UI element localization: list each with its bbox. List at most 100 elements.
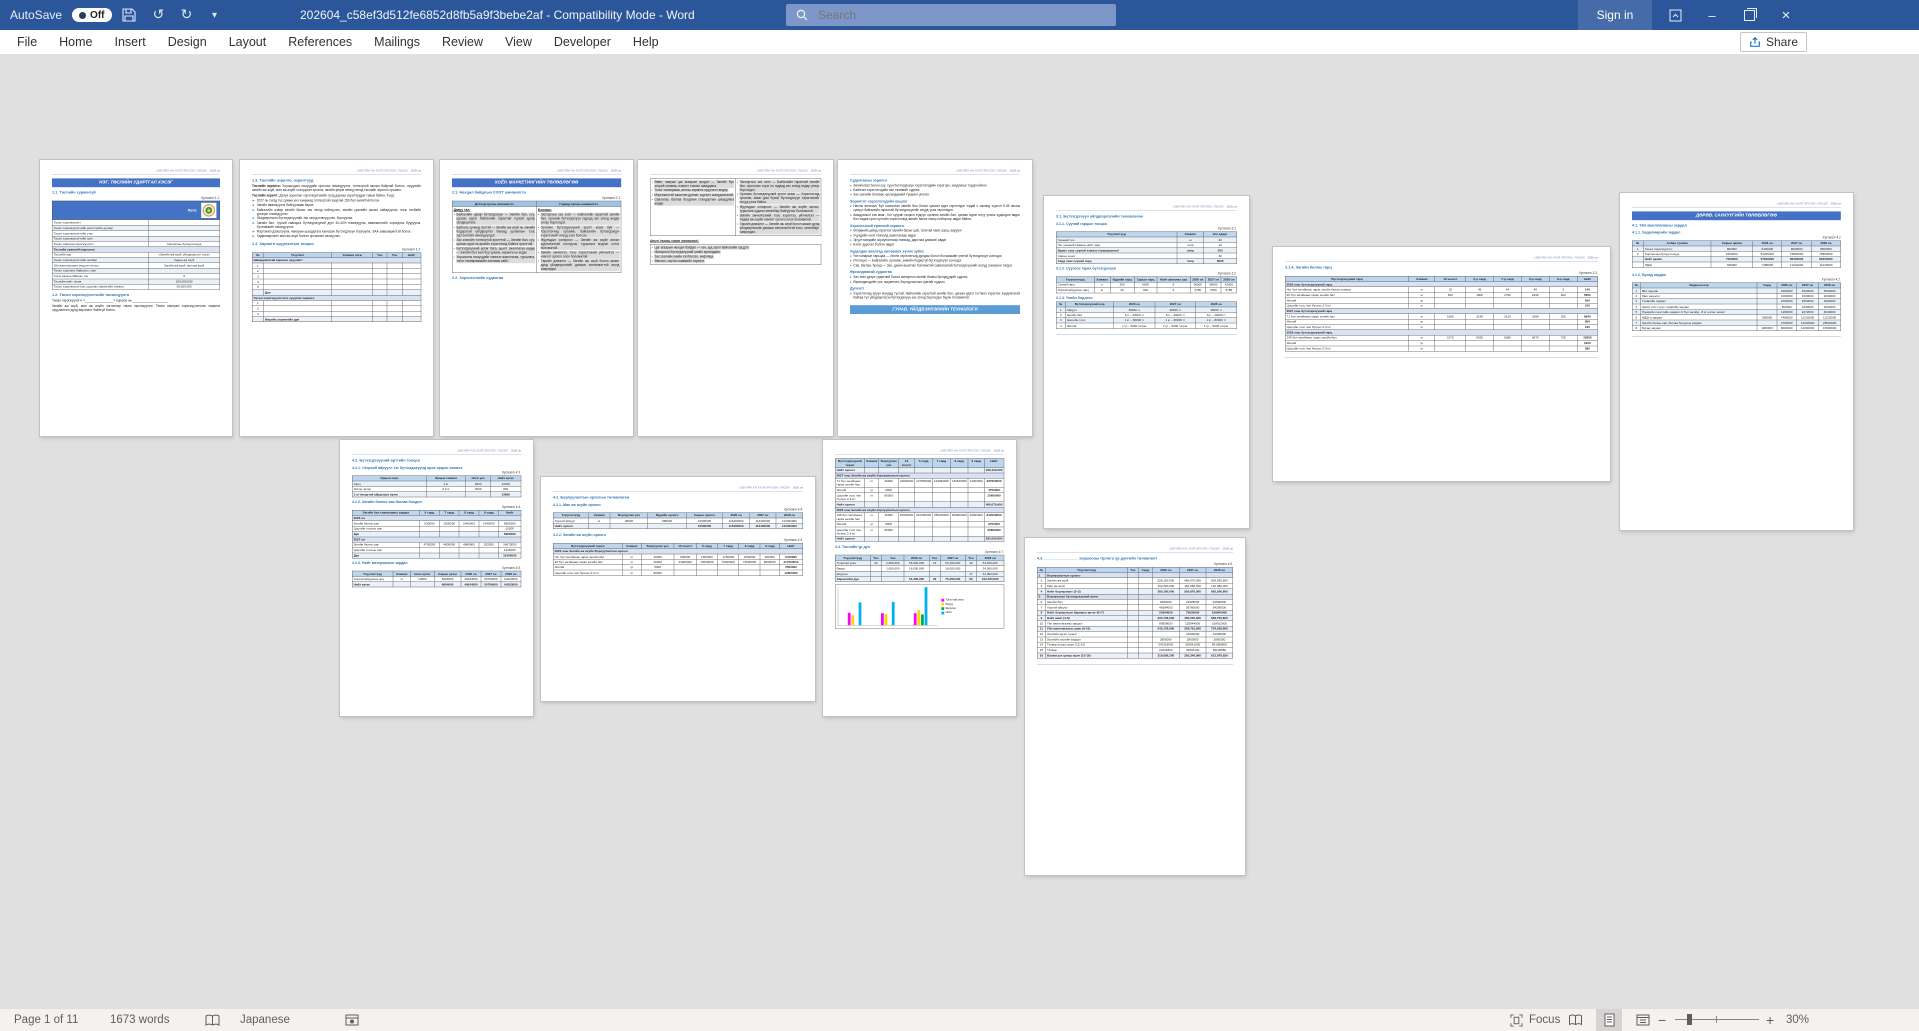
print-layout-button[interactable]	[1596, 1009, 1622, 1031]
chart-bar-group	[848, 587, 862, 625]
list-item: ►2027 он гэхэд тус сумын үнэ ханшинд тог…	[252, 199, 421, 203]
threats-row: ▪Цаг агаарын нөхцөл байдал — ган, зуд зэ…	[650, 244, 821, 265]
zoom-slider-thumb[interactable]	[1687, 1014, 1692, 1025]
language-indicator[interactable]: Japanese	[240, 1009, 290, 1031]
macro-recording-icon[interactable]	[345, 1009, 359, 1031]
table-cell: 127800000	[915, 478, 933, 487]
redo-icon[interactable]: ↻	[178, 7, 196, 23]
tab-review[interactable]: Review	[431, 30, 494, 54]
table-cell: 15800000	[1819, 326, 1841, 331]
undo-icon[interactable]: ↺	[150, 7, 168, 23]
tab-layout[interactable]: Layout	[218, 30, 278, 54]
table-cell	[898, 493, 914, 502]
search-placeholder[interactable]	[816, 7, 1060, 23]
quick-access-toolbar-menu-icon[interactable]: ▾	[206, 10, 224, 21]
share-icon	[1749, 36, 1761, 48]
list-item: ▪Хоршооны гишүүдийн хамтын ажиллагаа, ту…	[454, 255, 535, 263]
legend-entry: Шүдлэн	[941, 607, 1001, 611]
minimize-button[interactable]: –	[1697, 0, 1727, 30]
chart-bar	[918, 610, 921, 625]
tab-home[interactable]: Home	[48, 30, 103, 54]
table-cell: кг	[1094, 287, 1110, 292]
table-cell: 10600000	[686, 523, 722, 528]
zoom-level[interactable]: 30%	[1786, 1009, 1809, 1031]
table-header-cell: 9 сард	[968, 459, 984, 468]
table-cell: 11232000	[1782, 262, 1811, 267]
web-layout-button[interactable]	[1630, 1009, 1656, 1031]
subsection-heading: Дүгнэлт	[850, 286, 1020, 291]
legend-entry: Нийт	[941, 611, 1001, 615]
table-cell	[968, 493, 984, 502]
restore-button[interactable]	[1734, 0, 1764, 30]
list-item: ▪Байгалийн цэвэр бүтээгдэхүүн — Зөгийн б…	[454, 213, 535, 225]
tab-developer[interactable]: Developer	[543, 30, 622, 54]
word-count[interactable]: 1673 words	[110, 1009, 169, 1031]
list-item: ▪Өвөл, хаврын цаг агаарын эрсдэл — Зөгий…	[652, 180, 735, 188]
table-caption: Хүснэгт 4.5.	[553, 538, 803, 542]
tab-help[interactable]: Help	[622, 30, 670, 54]
table-cell: 812000000	[984, 513, 1004, 522]
tab-file[interactable]: File	[6, 30, 48, 54]
table-cell: 145 бүл зөгийнөөс гарах зөгийн бал	[835, 513, 864, 522]
table-caption: Хүснэгт 3.3.	[1285, 271, 1598, 275]
list-item: ▪Жуулчдын сонирхол — Зөгийн аж ахуйн аял…	[737, 205, 820, 213]
search-input[interactable]	[786, 4, 1116, 26]
table-cell	[648, 523, 687, 528]
autosave-toggle[interactable]: Off	[72, 8, 111, 22]
save-icon[interactable]	[122, 8, 140, 22]
tab-view[interactable]: View	[494, 30, 543, 54]
table-cell: 55,000,000	[148, 284, 219, 289]
subsection-heading: 4.2.1. Мал аж ахуйн орлого	[553, 502, 803, 507]
table-cell: 1 гр – 5000 төгрөг	[1196, 323, 1237, 328]
list-item: ♦Зах зээлийн боломж, өрсөлдөөний түвшинг…	[850, 193, 1020, 197]
table-cell	[1127, 653, 1138, 658]
subsection-heading: 4.1.2. Бусад зардал	[1632, 272, 1841, 277]
section-heading: 1.4. Хөрөнгө оруулалтын тооцоо	[252, 241, 421, 246]
zoom-in-button[interactable]: +	[1766, 1009, 1774, 1031]
focus-button[interactable]: Focus	[1510, 1009, 1560, 1031]
section-heading: 1.1. Төслийн хураангуй	[52, 190, 220, 195]
tab-references[interactable]: References	[277, 30, 363, 54]
proofing-errors-icon[interactable]	[205, 1009, 220, 1031]
logo-label: Лого:	[56, 208, 198, 213]
table-caption: Хүснэгт 4.2.	[1632, 278, 1841, 282]
read-mode-button[interactable]	[1562, 1009, 1588, 1031]
table-cell	[426, 492, 465, 497]
share-button[interactable]: Share	[1740, 32, 1807, 52]
ribbon-display-options-icon[interactable]	[1660, 0, 1690, 30]
table-header-cell: 6 сард	[915, 459, 933, 468]
sign-in-button[interactable]: Sign in	[1578, 0, 1652, 30]
table-cell: 1 кг чихэртэй айруулын өртөг	[352, 492, 426, 497]
table-cell	[439, 553, 459, 558]
close-button[interactable]: ×	[1771, 0, 1801, 30]
table-cell: 1000000	[1757, 326, 1777, 331]
table-cell: 397600000	[984, 478, 1004, 487]
list-item: ♦Итгэлцэл — Байгалийн, органик, химийн б…	[850, 259, 1020, 263]
tab-insert[interactable]: Insert	[104, 30, 157, 54]
opportunities-list: ▪Экспортын зах зээл — Байгалийн гаралтай…	[538, 213, 620, 271]
chart-bar	[921, 615, 924, 626]
tab-design[interactable]: Design	[157, 30, 218, 54]
table-cell: 3780	[1221, 287, 1237, 292]
table-cell: 8000000	[1777, 326, 1797, 331]
zoom-out-button[interactable]: −	[1658, 1009, 1666, 1031]
page-indicator[interactable]: Page 1 of 11	[14, 1009, 78, 1031]
section-heading: 3.1.4. Зөгийн балны гарц	[1285, 265, 1598, 270]
tab-mailings[interactable]: Mailings	[363, 30, 431, 54]
